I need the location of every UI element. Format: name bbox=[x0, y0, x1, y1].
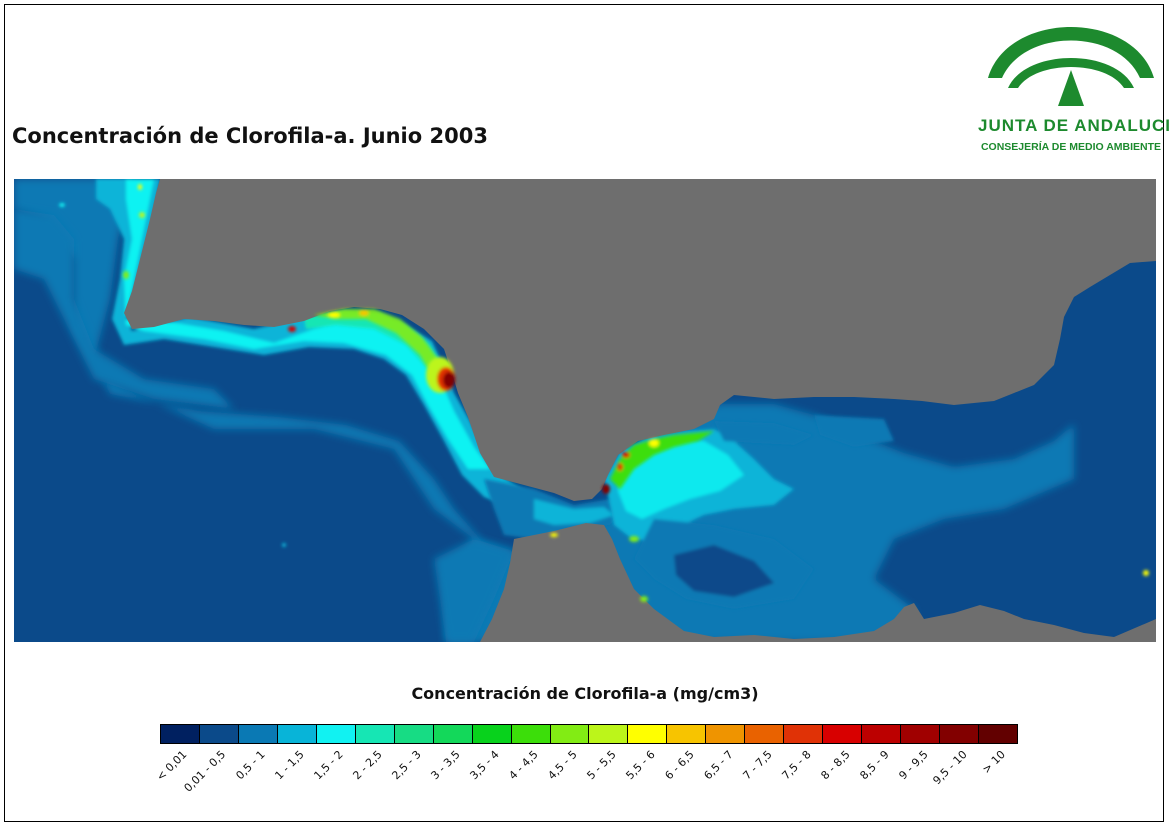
legend-swatch bbox=[940, 725, 980, 743]
iberian-peninsula bbox=[124, 179, 1156, 501]
legend-swatch bbox=[706, 725, 746, 743]
legend-label: 6 - 6,5 bbox=[661, 748, 697, 783]
legend-swatch bbox=[277, 725, 317, 743]
legend-label: > 10 bbox=[979, 748, 1008, 777]
legend-label: 0,5 - 1 bbox=[232, 748, 268, 783]
legend-title: Concentración de Clorofila-a (mg/cm3) bbox=[411, 684, 759, 703]
logo-text-consejeria: CONSEJERÍA DE MEDIO AMBIENTE bbox=[980, 141, 1162, 153]
junta-de-andalucia-logo: JUNTA DE ANDALUCIA CONSEJERÍA DE MEDIO A… bbox=[978, 14, 1170, 164]
legend-swatch bbox=[862, 725, 902, 743]
legend-label: 1 - 1,5 bbox=[271, 748, 307, 783]
legend-label: 2 - 2,5 bbox=[349, 748, 385, 783]
legend-label: 5,5 - 6 bbox=[622, 748, 658, 783]
legend-label: 5 - 5,5 bbox=[583, 748, 619, 783]
legend-swatch bbox=[550, 725, 590, 743]
legend-swatch bbox=[589, 725, 629, 743]
logo-text-junta: JUNTA DE ANDALUCIA bbox=[978, 116, 1170, 135]
legend-label: 7,5 - 8 bbox=[778, 748, 814, 783]
shelf-water-west bbox=[14, 179, 1074, 642]
legend-swatch bbox=[745, 725, 785, 743]
legend-swatch bbox=[433, 725, 473, 743]
legend-swatch bbox=[316, 725, 356, 743]
legend-swatch bbox=[511, 725, 551, 743]
legend-color-bar bbox=[160, 724, 1018, 744]
figure-frame bbox=[4, 4, 1164, 822]
legend-label: 1,5 - 2 bbox=[310, 748, 346, 783]
legend-label: 6,5 - 7 bbox=[700, 748, 736, 783]
map-title: Concentración de Clorofila-a. Junio 2003 bbox=[12, 124, 488, 148]
legend-label: 8,5 - 9 bbox=[856, 748, 892, 783]
legend-swatch bbox=[628, 725, 668, 743]
legend-swatch bbox=[901, 725, 941, 743]
legend-label: 7 - 7,5 bbox=[739, 748, 775, 783]
legend-label: 3,5 - 4 bbox=[466, 748, 502, 783]
alboran-sea-waters bbox=[604, 415, 894, 609]
legend-label: 3 - 3,5 bbox=[427, 748, 463, 783]
legend-swatch bbox=[472, 725, 512, 743]
legend-swatch bbox=[784, 725, 824, 743]
legend-label: 9,5 - 10 bbox=[929, 748, 970, 788]
logo-emblem-icon bbox=[988, 27, 1154, 106]
legend-swatch bbox=[667, 725, 707, 743]
legend-swatch bbox=[979, 725, 1017, 743]
legend-label: 4,5 - 5 bbox=[544, 748, 580, 783]
legend-swatch bbox=[823, 725, 863, 743]
legend-label: 8 - 8,5 bbox=[817, 748, 853, 783]
legend-swatch bbox=[394, 725, 434, 743]
north-africa bbox=[480, 523, 1156, 642]
gulf-of-cadiz-shelf bbox=[14, 209, 514, 642]
legend-label: 9 - 9,5 bbox=[895, 748, 931, 783]
high-concentration-patches bbox=[59, 184, 1149, 602]
legend-swatch bbox=[355, 725, 395, 743]
legend-label: 4 - 4,5 bbox=[505, 748, 541, 783]
legend-label: 2,5 - 3 bbox=[388, 748, 424, 783]
land bbox=[124, 179, 1156, 642]
legend-swatch bbox=[238, 725, 278, 743]
legend-swatch bbox=[161, 725, 200, 743]
legend-swatch bbox=[199, 725, 239, 743]
chlorophyll-map bbox=[14, 179, 1156, 642]
